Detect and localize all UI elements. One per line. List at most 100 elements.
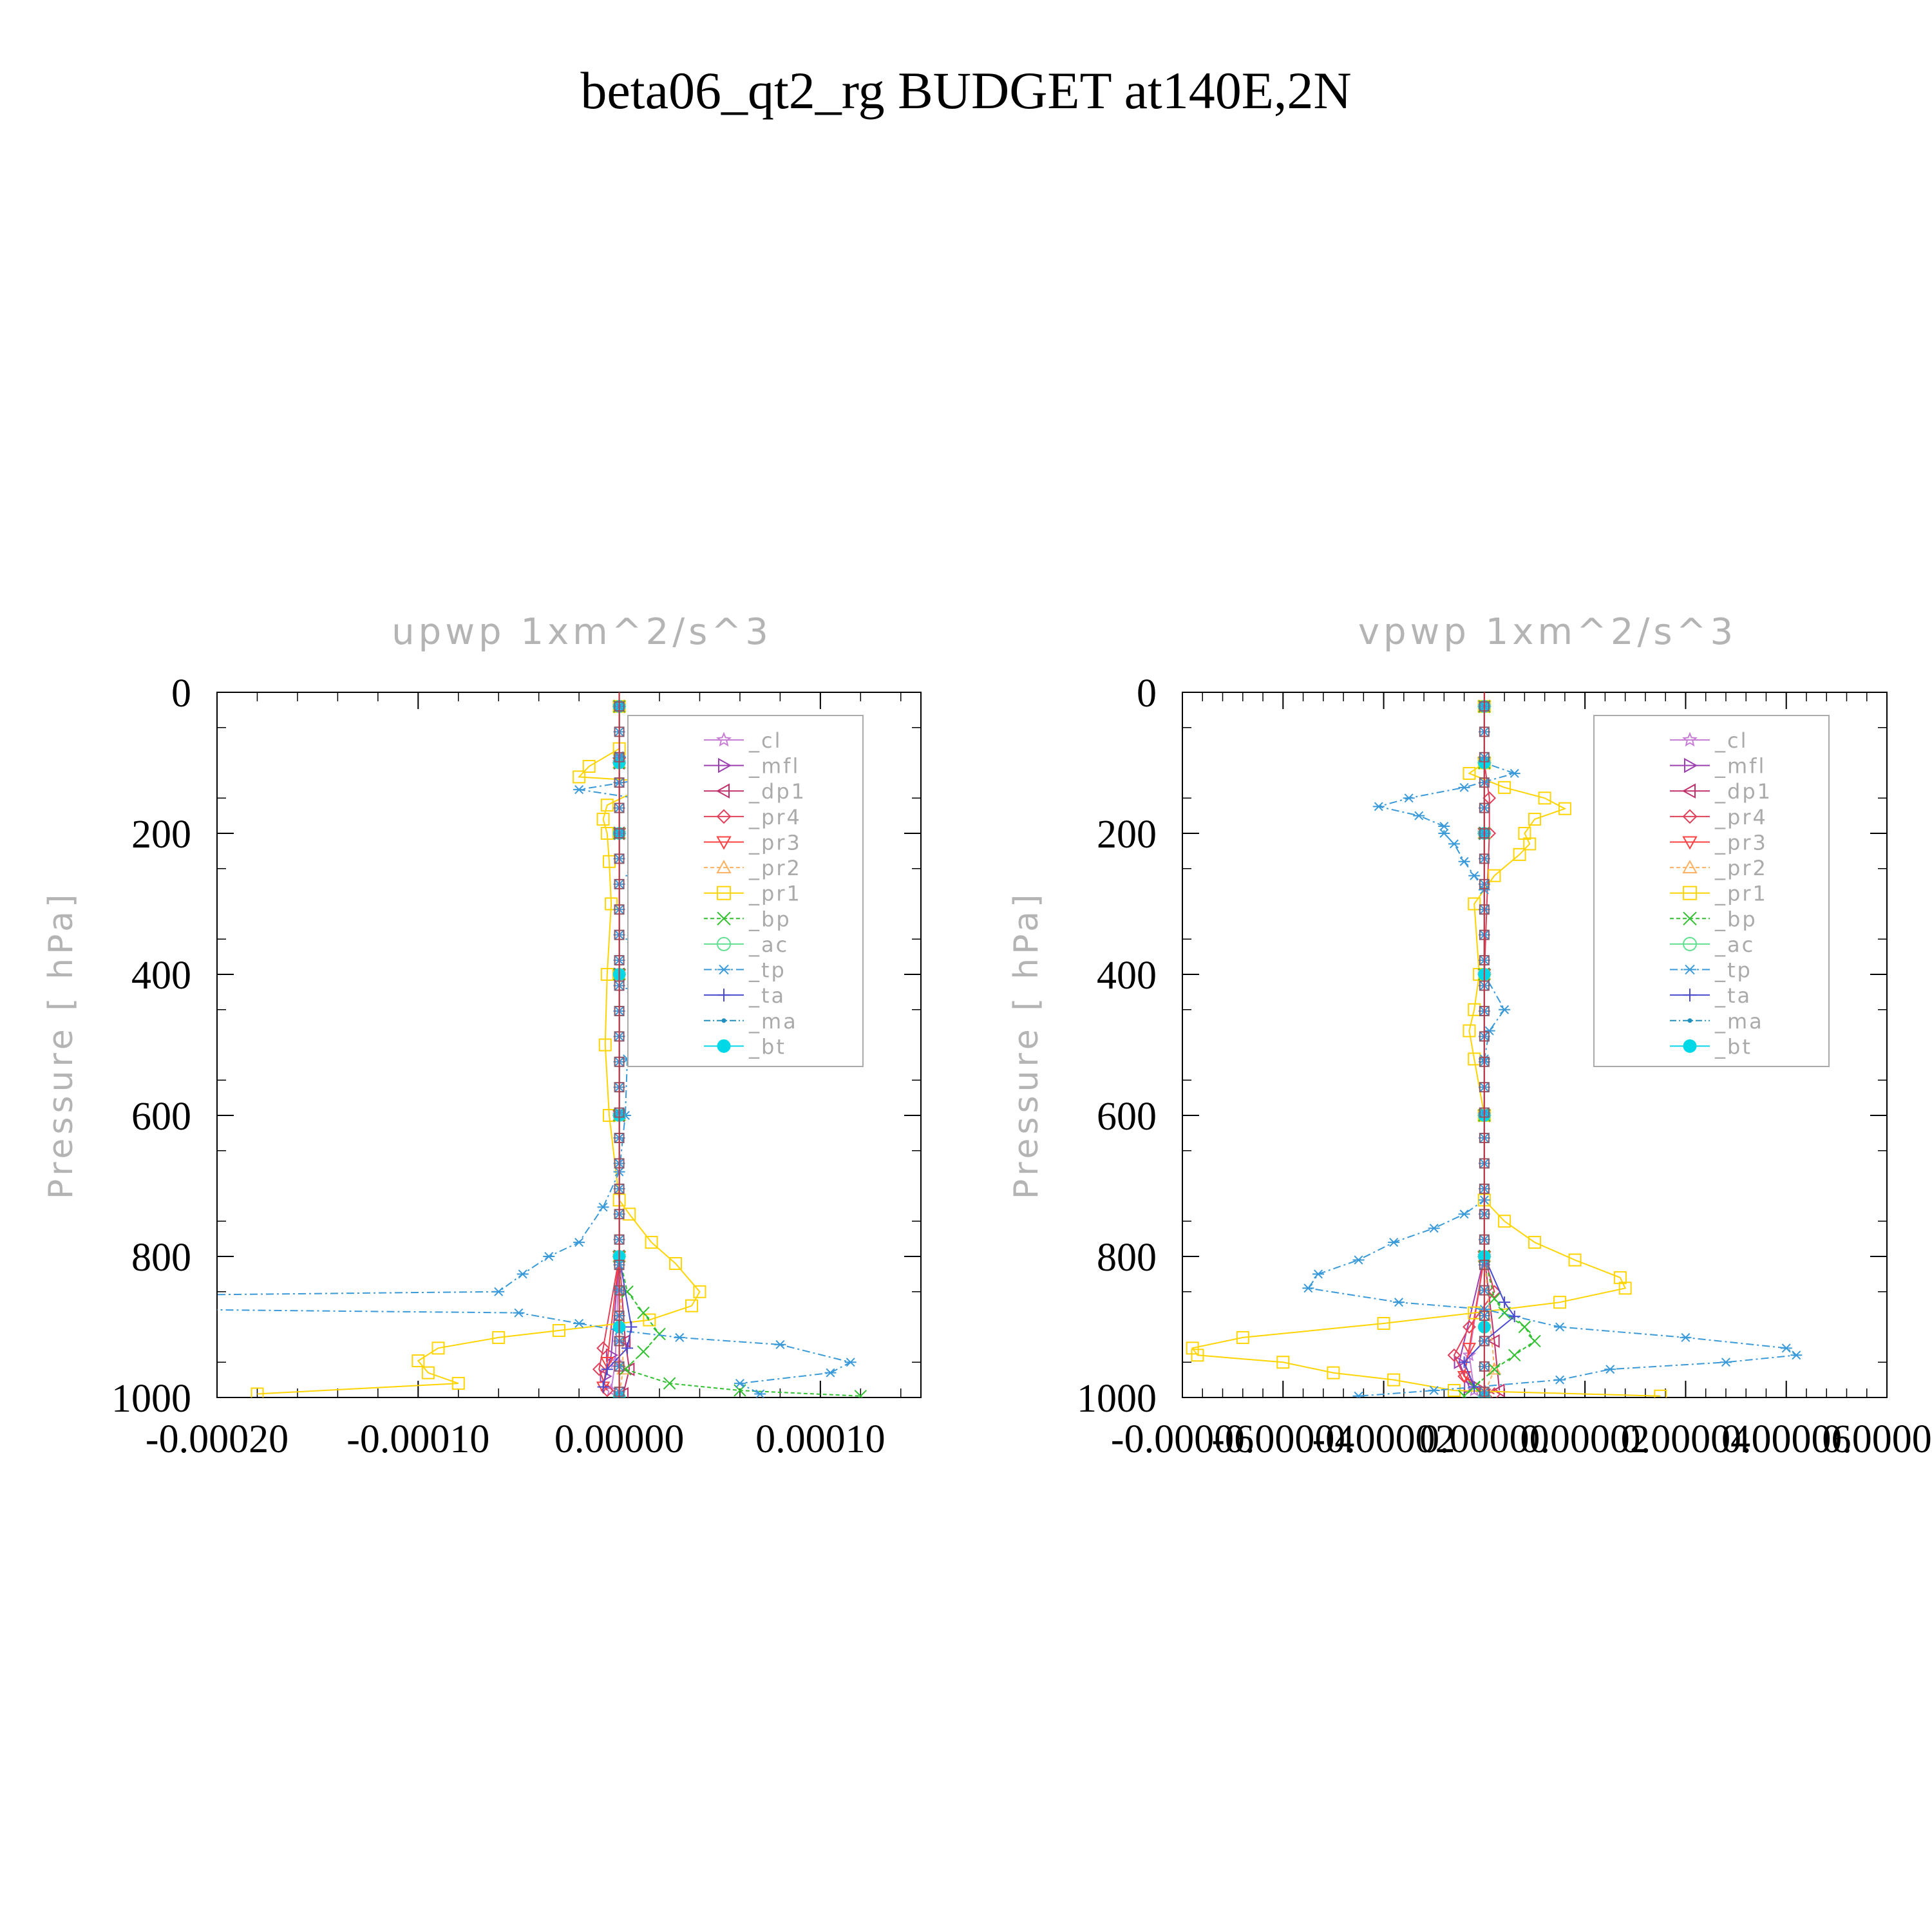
data-point-ta	[601, 1363, 613, 1376]
data-point-pr1	[1513, 848, 1526, 861]
data-point-bp	[1457, 1390, 1471, 1397]
data-point-tp	[1413, 811, 1425, 820]
legend-label-ma: _ma	[1714, 1009, 1764, 1034]
legend-marker-cl	[716, 732, 732, 747]
legend-marker-pr2	[716, 860, 732, 874]
legend-marker-pr3	[1682, 836, 1698, 850]
data-point-mfl	[1454, 1355, 1466, 1369]
data-point-bp	[637, 1345, 650, 1358]
x-tick-label: -0.00020	[146, 1417, 289, 1461]
data-point-tp	[674, 1332, 686, 1342]
legend-box	[1593, 715, 1830, 1067]
legend-label-pr2: _pr2	[748, 856, 802, 880]
legend-label-pr1: _pr1	[748, 882, 802, 906]
data-point-ta	[625, 1321, 638, 1333]
legend-label-cl: _cl	[1714, 728, 1748, 753]
legend-label-dp1: _dp1	[748, 779, 806, 804]
legend-label-pr3: _pr3	[1714, 830, 1768, 855]
data-point-bp	[663, 1377, 676, 1390]
data-point-tp	[1604, 1365, 1616, 1374]
data-point-tp	[1428, 1224, 1440, 1233]
data-layer	[1186, 692, 1803, 1397]
legend-marker-pr1	[717, 886, 731, 900]
data-point-tp	[1352, 1391, 1365, 1397]
data-point-tp	[573, 1319, 585, 1329]
data-point-pr1	[645, 1236, 658, 1249]
y-tick-label: 600	[1097, 1095, 1157, 1139]
legend-label-pr4: _pr4	[1714, 805, 1768, 829]
legend-label-mfl: _mfl	[1714, 754, 1766, 779]
data-point-tp	[824, 1368, 837, 1378]
data-point-tp	[1790, 1350, 1803, 1360]
x-tick-label: -0.00010	[346, 1417, 489, 1461]
legend-label-pr4: _pr4	[748, 805, 802, 829]
legend-marker-pr1	[1683, 886, 1697, 900]
data-point-tp	[1438, 828, 1450, 838]
data-point-pr1	[1618, 1282, 1632, 1295]
legend-marker-pr3	[716, 836, 732, 850]
data-point-bp	[653, 1327, 666, 1341]
legend-marker-ma	[721, 1018, 726, 1023]
data-point-tp	[1372, 802, 1385, 811]
y-tick-label: 0	[171, 672, 191, 715]
data-point-pr1	[582, 759, 596, 773]
upwp-chart-panel: upwp 1xm^2/s^3 Pressure [ hPa] 0 200 400 600 8…	[42, 611, 922, 1461]
data-point-pr1	[1498, 1215, 1511, 1228]
legend-label-ac: _ac	[748, 933, 789, 957]
data-point-pr1	[685, 1299, 698, 1312]
data-point-pr1	[1488, 869, 1501, 882]
data-point-pr1	[1558, 802, 1571, 815]
data-point-tp	[1554, 1322, 1566, 1332]
data-point-mfl	[1464, 1379, 1477, 1394]
plot-frame	[1182, 692, 1888, 1398]
data-point-pr1	[1528, 813, 1541, 826]
data-point-tp	[543, 1251, 555, 1262]
y-tick-label: 400	[131, 954, 191, 998]
data-point-pr1	[600, 799, 614, 812]
data-point-pr1	[1498, 781, 1511, 794]
data-point-pr1	[492, 1331, 506, 1344]
legend-marker-dp1	[715, 783, 730, 799]
data-point-pr1	[1518, 827, 1531, 840]
legend-label-bp: _bp	[748, 907, 791, 931]
data-point-pr1	[1654, 1389, 1667, 1397]
legend-marker-dp1	[1681, 783, 1696, 799]
y-tick-label: 200	[1097, 813, 1157, 857]
data-point-pr1	[1463, 766, 1476, 780]
x-tick-label: 0.00004	[1621, 1417, 1751, 1461]
plot-frame	[216, 692, 922, 1398]
data-point-pr1	[1387, 1373, 1401, 1387]
y-tick-label: 0	[1137, 672, 1157, 715]
data-point-pr1	[552, 1323, 565, 1337]
data-point-tp	[513, 1308, 525, 1318]
data-point-pr1	[451, 1377, 465, 1390]
data-point-tp	[1388, 1238, 1400, 1247]
y-tick-label: 800	[1097, 1236, 1157, 1280]
legend-label-ac: _ac	[1714, 933, 1755, 957]
data-point-bp	[854, 1390, 867, 1397]
legend-label-pr3: _pr3	[748, 830, 802, 855]
data-point-bp	[1508, 1349, 1521, 1362]
x-tick-label: -0.00006	[1111, 1417, 1254, 1461]
data-point-tp	[1428, 1386, 1440, 1396]
legend-marker-cl	[1682, 732, 1698, 747]
y-tick-label: 1000	[1077, 1377, 1157, 1421]
legend-box	[627, 715, 864, 1067]
legend-label-bp: _bp	[1714, 907, 1757, 931]
data-point-tp	[1352, 1255, 1365, 1265]
data-point-pr1	[1236, 1331, 1249, 1344]
data-point-pr1	[1276, 1356, 1290, 1369]
vpwp-chart-panel: vpwp 1xm^2/s^3 Pressure [ hPa] 0 200 400 600 8…	[1007, 611, 1932, 1461]
data-point-pr1	[1538, 791, 1551, 805]
data-point-tp	[754, 1389, 766, 1397]
legend-marker-bp	[717, 911, 731, 926]
data-point-dp1	[1487, 1334, 1500, 1349]
legend-marker-mfl	[718, 757, 732, 773]
data-point-bp	[619, 1363, 632, 1376]
y-axis-label: Pressure [ hPa]	[42, 891, 80, 1200]
y-tick-label: 800	[131, 1236, 191, 1280]
data-point-ta	[597, 1381, 609, 1393]
data-point-ta	[1499, 1296, 1511, 1309]
data-point-ta	[1468, 1381, 1481, 1393]
legend-label-cl: _cl	[748, 728, 782, 753]
